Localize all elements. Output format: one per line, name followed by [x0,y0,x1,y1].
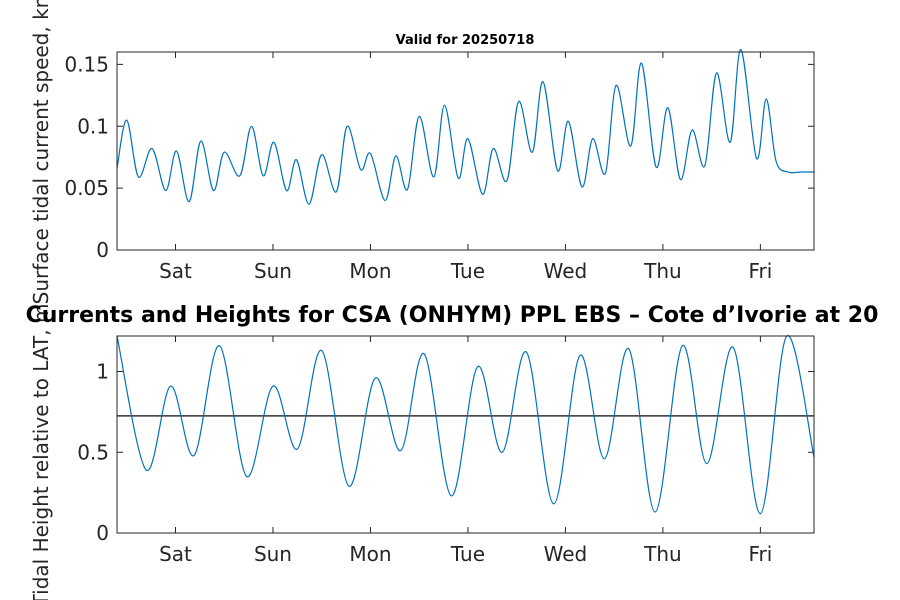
tidal-height-x-tick-label: Tue [450,542,485,566]
current-speed-y-tick-label: 0 [96,238,109,262]
current-speed-chart: 0 0.05 0.1 0.15 Sat Sun Mon Tue Wed Thu Fri Valid … [29,0,815,304]
tidal-height-y-tick-label: 0.5 [77,440,109,464]
tidal-height-y-tick-label: 0 [96,521,109,545]
tidal-height-x-tick-label: Wed [544,542,588,566]
current-speed-plot-area [117,52,814,250]
current-speed-x-tick-label: Wed [544,259,588,283]
tidal-height-x-tick-label: Sun [254,542,292,566]
current-speed-x-tick-label: Sat [159,259,192,283]
current-speed-series-line [116,48,814,205]
tidal-height-axes-box [116,335,815,534]
tidal-height-chart: 0 0.5 1 Sat Sun Mon Tue Wed Thu Fri Tidal Height … [26,303,879,600]
tidal-height-x-tick-label: Sat [159,542,192,566]
current-speed-ticks: 0 0.05 0.1 0.15 Sat Sun Mon Tue Wed Thu Fri [64,52,814,283]
current-speed-y-tick-label: 0.1 [77,114,109,138]
tidal-height-x-tick-label: Fri [748,542,772,566]
tidal-height-ticks: 0 0.5 1 Sat Sun Mon Tue Wed Thu Fri [77,336,814,566]
current-speed-y-axis-label: Surface tidal current speed, kn [29,0,53,304]
current-speed-axes-box [116,51,815,251]
tidal-height-plot-area [117,336,814,533]
tidal-height-series-line [116,335,815,515]
main-chart-title: Currents and Heights for CSA (ONHYM) PPL… [26,303,879,328]
current-speed-x-tick-label: Sun [254,259,292,283]
current-speed-x-tick-label: Tue [450,259,485,283]
tidal-height-x-tick-label: Mon [349,542,391,566]
current-speed-y-tick-label: 0.05 [64,176,109,200]
current-speed-x-tick-label: Mon [349,259,391,283]
tidal-height-y-tick-label: 1 [96,360,109,384]
current-speed-x-tick-label: Thu [643,259,682,283]
current-speed-chart-title: Valid for 20250718 [396,33,535,48]
tidal-height-y-axis-label: Tidal Height relative to LAT, m [29,304,53,600]
current-speed-x-tick-label: Fri [748,259,772,283]
tidal-height-x-tick-label: Thu [643,542,682,566]
current-speed-y-tick-label: 0.15 [64,52,109,76]
